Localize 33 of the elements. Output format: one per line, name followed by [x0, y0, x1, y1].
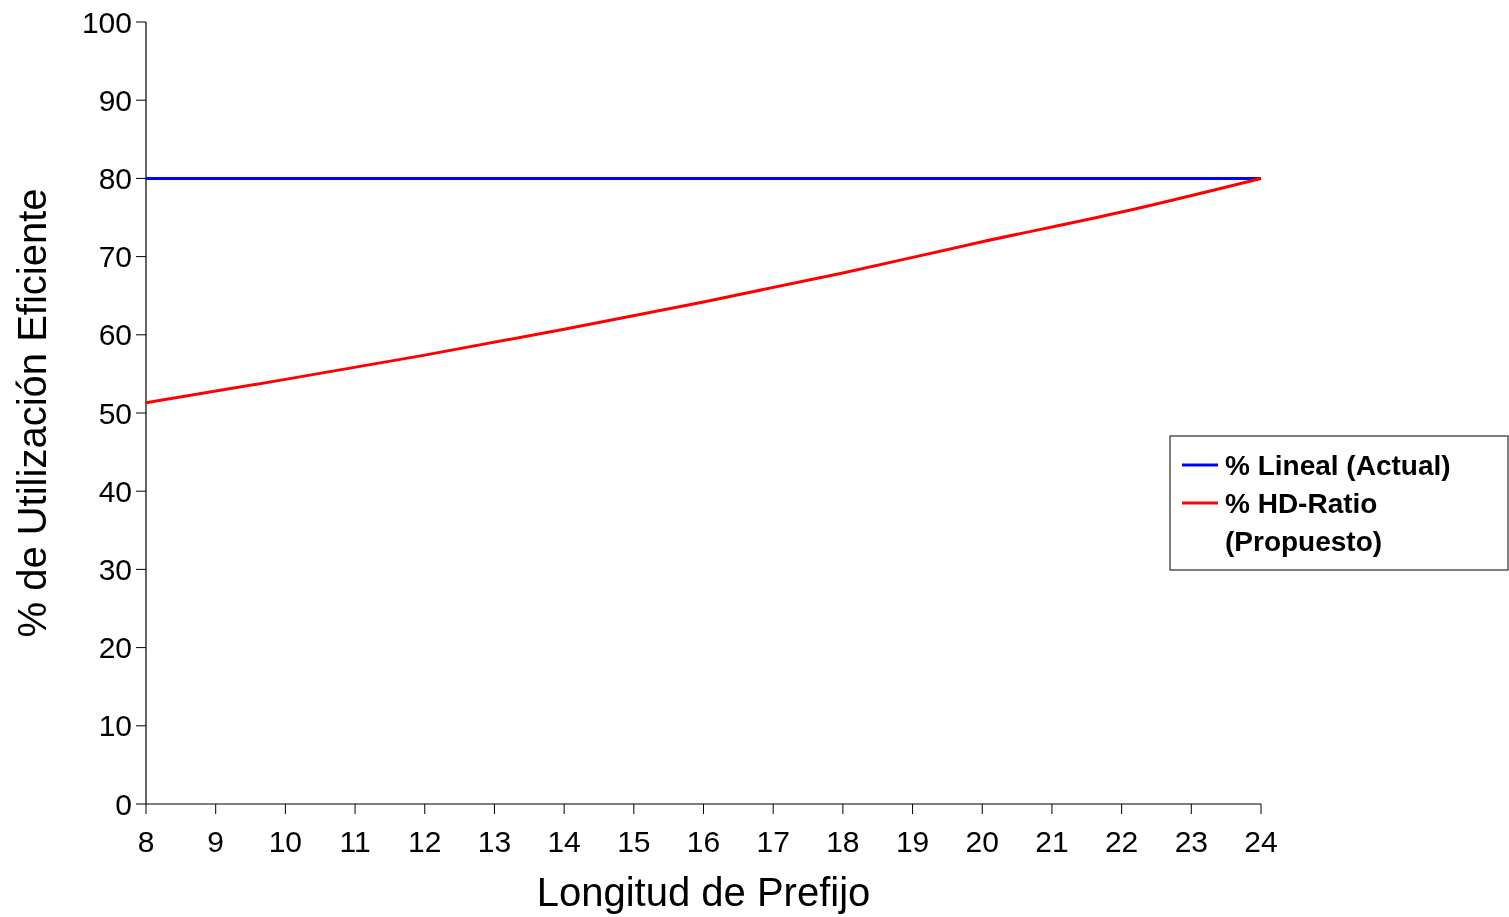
y-tick-label: 60	[98, 318, 132, 352]
x-tick-label: 13	[477, 825, 512, 858]
y-tick-label: 50	[98, 396, 132, 430]
x-tick-label: 12	[408, 825, 442, 858]
y-tick-label: 30	[98, 552, 132, 586]
x-tick-label: 24	[1244, 825, 1278, 858]
x-tick-label: 17	[756, 825, 790, 858]
x-tick-label: 23	[1174, 825, 1208, 858]
y-tick-label: 10	[98, 709, 132, 743]
x-tick-label: 10	[268, 825, 303, 858]
legend-label: % Lineal (Actual)	[1225, 449, 1451, 481]
y-tick-label: 0	[115, 787, 132, 821]
x-tick-label: 21	[1035, 825, 1069, 858]
y-tick-label: 20	[98, 631, 132, 665]
x-tick-label: 9	[207, 825, 225, 858]
line-series	[144, 176, 1263, 405]
y-tick-label: 70	[98, 240, 132, 274]
x-tick-label: 20	[965, 825, 999, 858]
y-tick-label: 100	[81, 5, 132, 39]
x-axis-title: Longitud de Prefijo	[536, 870, 871, 914]
x-tick-label: 15	[617, 825, 651, 858]
x-tick-label: 22	[1104, 825, 1139, 858]
y-tick-label: 80	[98, 161, 132, 195]
y-tick-label: 40	[98, 474, 132, 508]
x-tick-label: 19	[895, 825, 930, 858]
legend-label: % HD-Ratio (Propuesto)	[1225, 487, 1383, 557]
y-axis-title: % de Utilización Eficiente	[10, 188, 54, 638]
x-tick-label: 16	[686, 825, 721, 858]
y-tick-label: 90	[98, 83, 132, 117]
x-tick-label: 8	[137, 825, 155, 858]
x-tick-label: 18	[826, 825, 860, 858]
x-tick-label: 11	[339, 825, 371, 858]
x-tick-label: 14	[547, 825, 581, 858]
